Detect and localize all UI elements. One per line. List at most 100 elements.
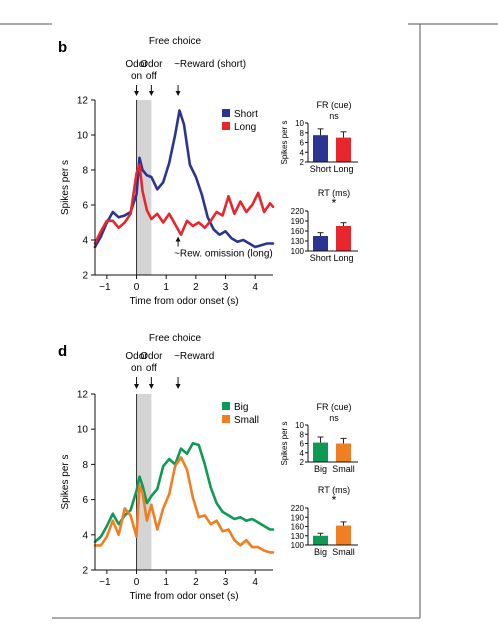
inset-y-tick-label: 220	[291, 207, 305, 216]
event-arrow-head-icon	[134, 91, 140, 96]
inset-y-tick-label: 10	[295, 119, 304, 128]
panel-label: b	[58, 39, 67, 56]
significance-marker: ns	[329, 111, 339, 121]
inset-y-tick-label: 4	[300, 449, 305, 458]
y-tick-label: 10	[77, 131, 89, 142]
legend-swatch	[222, 109, 230, 117]
inset-y-tick-label: 220	[291, 504, 305, 513]
legend-swatch	[222, 122, 230, 130]
y-axis-label: Spikes per s	[60, 160, 71, 215]
annotation-arrow-head-icon	[175, 236, 181, 242]
inset-category-label: Short	[310, 164, 332, 174]
y-tick-label: 4	[82, 236, 88, 247]
x-tick-label: −1	[99, 282, 111, 293]
chart-title: Free choice	[149, 333, 202, 344]
y-tick-label: 10	[77, 425, 89, 436]
y-tick-label: 2	[82, 271, 88, 282]
event-label-line1: Odor	[140, 351, 163, 362]
significance-marker: ns	[329, 413, 339, 423]
legend-label: Short	[234, 109, 258, 120]
event-label-line1: Odor	[125, 351, 148, 362]
event-label-line1: ~Reward	[174, 351, 214, 362]
y-tick-label: 6	[82, 201, 88, 212]
inset-y-tick-label: 100	[291, 247, 305, 256]
event-label-line2: off	[146, 71, 157, 82]
x-axis-label: Time from odor onset (s)	[129, 591, 238, 602]
inset-title: RT (ms)	[318, 485, 350, 495]
legend-label: Big	[234, 402, 248, 413]
event-arrow-head-icon	[148, 384, 154, 389]
x-tick-label: 4	[252, 282, 258, 293]
inset-bar	[313, 535, 328, 545]
series-line-big	[93, 442, 275, 544]
inset-y-tick-label: 2	[300, 158, 305, 167]
odor-period-shading	[136, 394, 152, 570]
inset-title: FR (cue)	[316, 100, 351, 110]
x-tick-label: −1	[99, 577, 111, 588]
panel-label: d	[58, 343, 67, 360]
y-tick-label: 4	[82, 530, 88, 541]
inset-y-axis-label: Spikes per s	[280, 421, 289, 465]
inset-y-tick-label: 160	[291, 523, 305, 532]
inset-y-tick-label: 6	[300, 139, 305, 148]
event-label-line1: Odor	[140, 59, 163, 70]
significance-marker: *	[332, 196, 337, 210]
inset-category-label: Big	[314, 547, 327, 557]
inset-category-label: Small	[332, 547, 355, 557]
x-tick-label: 1	[163, 577, 169, 588]
inset-y-tick-label: 8	[300, 430, 305, 439]
inset-y-tick-label: 2	[300, 458, 305, 467]
event-label-line1: Odor	[125, 59, 148, 70]
inset-y-tick-label: 6	[300, 440, 305, 449]
inset-y-tick-label: 100	[291, 541, 305, 550]
inset-y-tick-label: 4	[300, 148, 305, 157]
inset-bar	[336, 525, 351, 545]
inset-y-tick-label: 10	[295, 421, 304, 430]
series-line-long	[93, 163, 275, 245]
x-tick-label: 3	[223, 577, 229, 588]
inset-category-label: Big	[314, 464, 327, 474]
chart-title: Free choice	[149, 36, 202, 47]
inset-y-tick-label: 190	[291, 217, 305, 226]
x-tick-label: 0	[134, 282, 140, 293]
legend-swatch	[222, 402, 230, 410]
x-tick-label: 2	[193, 282, 199, 293]
inset-y-tick-label: 190	[291, 513, 305, 522]
inset-bar	[313, 135, 328, 162]
inset-bar	[313, 442, 328, 462]
y-tick-label: 8	[82, 460, 88, 471]
inset-y-tick-label: 8	[300, 129, 305, 138]
legend-swatch	[222, 415, 230, 423]
inset-category-label: Long	[333, 253, 353, 263]
event-arrow-head-icon	[134, 384, 140, 389]
y-tick-label: 12	[77, 390, 89, 401]
inset-title: FR (cue)	[316, 402, 351, 412]
legend-label: Long	[234, 122, 256, 133]
series-line-short	[93, 109, 275, 249]
inset-y-axis-label: Spikes per s	[280, 120, 289, 164]
x-tick-label: 0	[134, 577, 140, 588]
event-arrow-head-icon	[175, 384, 181, 389]
event-arrow-head-icon	[175, 91, 181, 96]
inset-bar	[336, 137, 351, 162]
annotation-label: ~Rew. omission (long)	[174, 249, 273, 260]
odor-period-shading	[136, 100, 152, 275]
inset-title: RT (ms)	[318, 188, 350, 198]
y-tick-label: 2	[82, 566, 88, 577]
significance-marker: *	[332, 493, 337, 507]
inset-bar	[336, 443, 351, 462]
event-label-line2: on	[131, 71, 142, 82]
inset-bar	[313, 236, 328, 251]
series-line-small	[93, 456, 275, 554]
x-tick-label: 2	[193, 577, 199, 588]
y-tick-label: 12	[77, 96, 89, 107]
inset-category-label: Short	[310, 253, 332, 263]
inset-category-label: Small	[332, 464, 355, 474]
inset-y-tick-label: 160	[291, 227, 305, 236]
inset-y-tick-label: 130	[291, 237, 305, 246]
y-axis-label: Spikes per s	[60, 454, 71, 509]
event-label-line2: on	[131, 363, 142, 374]
